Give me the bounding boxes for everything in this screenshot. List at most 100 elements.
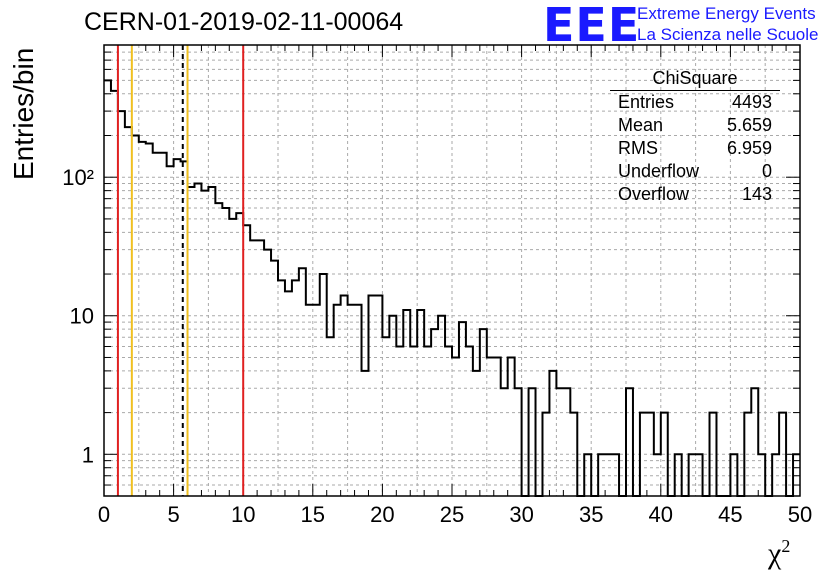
histogram-bin: [341, 296, 348, 496]
histogram-bin: [466, 346, 473, 496]
histogram-bin: [779, 413, 786, 496]
run-title: CERN-01-2019-02-11-00064: [84, 8, 404, 36]
x-axis-exponent: 2: [781, 536, 791, 556]
histogram-bin: [299, 268, 306, 496]
histogram-bin: [201, 191, 208, 496]
histogram-bin: [396, 346, 403, 496]
x-tick-label: 10: [231, 502, 255, 527]
histogram-bin: [362, 371, 369, 496]
histogram-bin: [529, 388, 536, 496]
histogram-bin: [605, 454, 612, 496]
histogram-bin: [348, 305, 355, 496]
histogram-bin: [403, 310, 410, 496]
histogram-bin: [647, 413, 654, 496]
histogram-bin: [515, 388, 522, 496]
histogram-bin: [473, 371, 480, 496]
stats-label: Entries: [618, 92, 675, 112]
histogram-bin: [640, 413, 647, 496]
histogram-bin: [174, 159, 181, 496]
stats-row-underflow: Underflow 0: [610, 160, 780, 183]
histogram-bin: [306, 305, 313, 496]
histogram-bin: [675, 454, 682, 496]
stats-row-overflow: Overflow 143: [610, 183, 780, 206]
histogram-bin: [793, 454, 800, 496]
histogram-bin: [445, 346, 452, 496]
histogram-bin: [570, 413, 577, 496]
histogram-bin: [160, 153, 167, 496]
stats-label: Underflow: [618, 161, 700, 181]
histogram-bin: [188, 187, 195, 496]
logo-line-2: La Scienza nelle Scuole: [637, 25, 819, 44]
histogram-bin: [438, 316, 445, 496]
histogram-bin: [410, 346, 417, 496]
histogram-bin: [549, 371, 556, 496]
eee-logo: EEE: [543, 0, 641, 52]
histogram-bin: [250, 240, 257, 496]
stats-title: ChiSquare: [610, 66, 780, 91]
y-tick-label: 10²: [62, 165, 94, 190]
stats-label: Overflow: [618, 184, 690, 204]
x-tick-label: 45: [718, 502, 742, 527]
x-axis-label: χ2: [768, 536, 790, 571]
stats-value: 4493: [731, 92, 772, 112]
x-tick-label: 0: [98, 502, 110, 527]
histogram-bin: [494, 357, 501, 496]
histogram-bin: [118, 111, 125, 496]
histogram-bin: [661, 413, 668, 496]
histogram-bin: [696, 454, 703, 496]
histogram-bin: [320, 274, 327, 496]
histogram-bin: [654, 454, 661, 496]
histogram-bin: [459, 322, 466, 496]
histogram-bin: [355, 305, 362, 496]
histogram-bin: [612, 454, 619, 496]
stats-label: RMS: [618, 138, 658, 158]
stats-value: 143: [741, 184, 772, 204]
histogram-bin: [744, 413, 751, 496]
stats-row-rms: RMS 6.959: [610, 137, 780, 160]
histogram-bin: [584, 454, 591, 496]
histogram-bin: [334, 305, 341, 496]
x-tick-label: 5: [167, 502, 179, 527]
histogram-bin: [264, 250, 271, 496]
histogram-bin: [730, 454, 737, 496]
histogram-bin: [146, 144, 153, 496]
histogram-bin: [487, 357, 494, 496]
histogram-bin: [563, 388, 570, 496]
logo-text: Extreme Energy Events La Scienza nelle S…: [637, 3, 818, 45]
stats-row-entries: Entries 4493: [610, 91, 780, 114]
histogram-bin: [417, 310, 424, 496]
x-tick-label: 40: [649, 502, 673, 527]
histogram-bin: [556, 388, 563, 496]
histogram-bin: [389, 316, 396, 496]
histogram-bin: [501, 388, 508, 496]
histogram-bin: [382, 337, 389, 496]
x-tick-label: 50: [788, 502, 812, 527]
x-axis-symbol: χ: [768, 537, 782, 570]
histogram-bin: [452, 357, 459, 496]
stats-box: ChiSquare Entries 4493 Mean 5.659 RMS 6.959…: [610, 66, 780, 206]
histogram-bin: [758, 454, 765, 496]
histogram-bin: [598, 454, 605, 496]
histogram-bin: [751, 388, 758, 496]
histogram-bin: [368, 296, 375, 496]
histogram-bin: [229, 219, 236, 496]
stats-label: Mean: [618, 115, 664, 135]
x-tick-label: 30: [509, 502, 533, 527]
histogram-bin: [772, 454, 779, 496]
histogram-bin: [689, 454, 696, 496]
plot-area: [104, 45, 800, 496]
histogram-bin: [104, 80, 111, 496]
logo-line-1: Extreme Energy Events: [637, 4, 816, 23]
stats-value: 0: [761, 161, 772, 181]
histogram-bin: [313, 305, 320, 496]
stats-value: 6.959: [726, 138, 772, 158]
histogram-series: [104, 79, 800, 497]
histogram-bin: [111, 91, 118, 496]
histogram-bin: [327, 337, 334, 496]
stats-row-mean: Mean 5.659: [610, 114, 780, 137]
histogram-bin: [208, 187, 215, 496]
histogram-bin: [139, 142, 146, 496]
histogram-bin: [167, 166, 174, 496]
histogram-bin: [132, 135, 139, 496]
histogram-bin: [257, 240, 264, 496]
